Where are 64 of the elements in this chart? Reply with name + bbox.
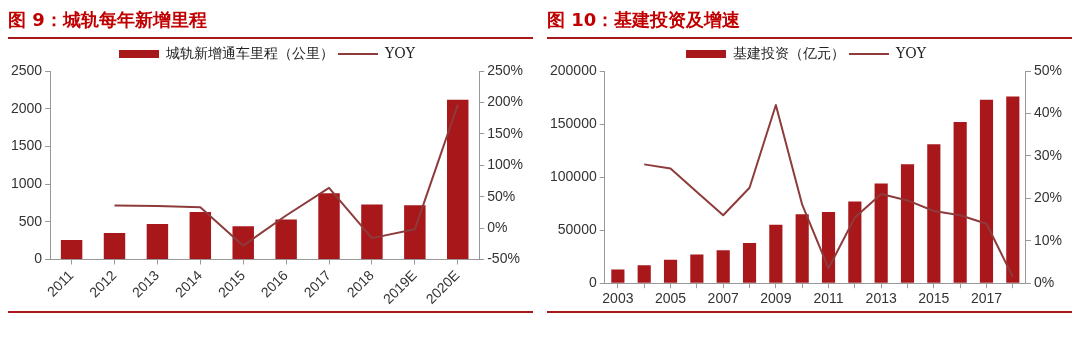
y2-tick-label: 200% [487,93,524,110]
y2-tick-label: 150% [487,124,524,141]
bar [189,211,212,259]
y-tick-label: 100000 [550,167,597,184]
x-tick-label: 2015 [918,290,950,307]
y2-tick-label: -50% [487,250,520,267]
y-tick-label: 0 [588,274,597,291]
legend-label: YOY [384,44,416,61]
y-tick-label: 150000 [550,114,597,131]
x-tick-label: 2013 [865,290,897,307]
bar [318,193,340,259]
chart-title: 图 9：城轨每年新增里程 [8,8,533,39]
bar [874,183,888,283]
y2-tick-label: 10% [1033,231,1063,248]
y-tick-label: 2500 [10,61,43,78]
bar [848,201,862,283]
legend-label: YOY [895,44,927,61]
y-tick-label: 0 [34,250,43,267]
y2-tick-label: 0% [1033,274,1055,291]
bar [404,205,426,259]
y-tick-label: 200000 [550,61,597,78]
bar [716,250,730,283]
bar [611,269,625,283]
x-tick-label: 2017 [970,290,1003,307]
y2-tick-label: 250% [487,61,524,78]
bar [690,254,704,283]
bar [275,219,297,259]
y2-tick-label: 50% [487,187,516,204]
bar [146,224,169,259]
x-tick-label: 2011 [813,290,844,307]
bar [103,233,126,259]
bar [232,226,254,259]
x-tick-label: 2003 [602,290,634,307]
y-tick-label: 2000 [10,99,43,116]
bar [60,239,83,259]
bar [637,265,651,283]
y2-tick-label: 100% [487,156,524,173]
chart-title: 图 10：基建投资及增速 [547,8,1072,39]
bar [927,144,941,283]
y2-tick-label: 20% [1033,189,1063,206]
y-tick-label: 50000 [557,221,597,238]
bar [900,164,915,283]
x-tick-label: 2007 [707,290,739,307]
y2-tick-label: 30% [1033,146,1063,163]
bar [742,242,757,283]
y-tick-label: 500 [18,212,43,229]
bar [821,212,836,283]
bar [953,121,967,283]
bar [1006,96,1020,283]
y-tick-label: 1000 [10,174,43,191]
bar [979,99,994,283]
bar [769,224,783,283]
legend-label: 城轨新增通车里程（公里） [165,44,335,61]
y2-tick-label: 50% [1033,61,1063,78]
bar [361,204,383,259]
bar [447,99,469,259]
y2-tick-label: 0% [487,218,508,235]
y2-tick-label: 40% [1033,104,1063,121]
legend-label: 基建投资（亿元） [733,44,846,61]
y-tick-label: 1500 [10,137,43,154]
x-tick-label: 2005 [654,290,687,307]
bar [795,214,809,283]
x-tick-label: 2009 [760,290,792,307]
bar [663,259,678,283]
